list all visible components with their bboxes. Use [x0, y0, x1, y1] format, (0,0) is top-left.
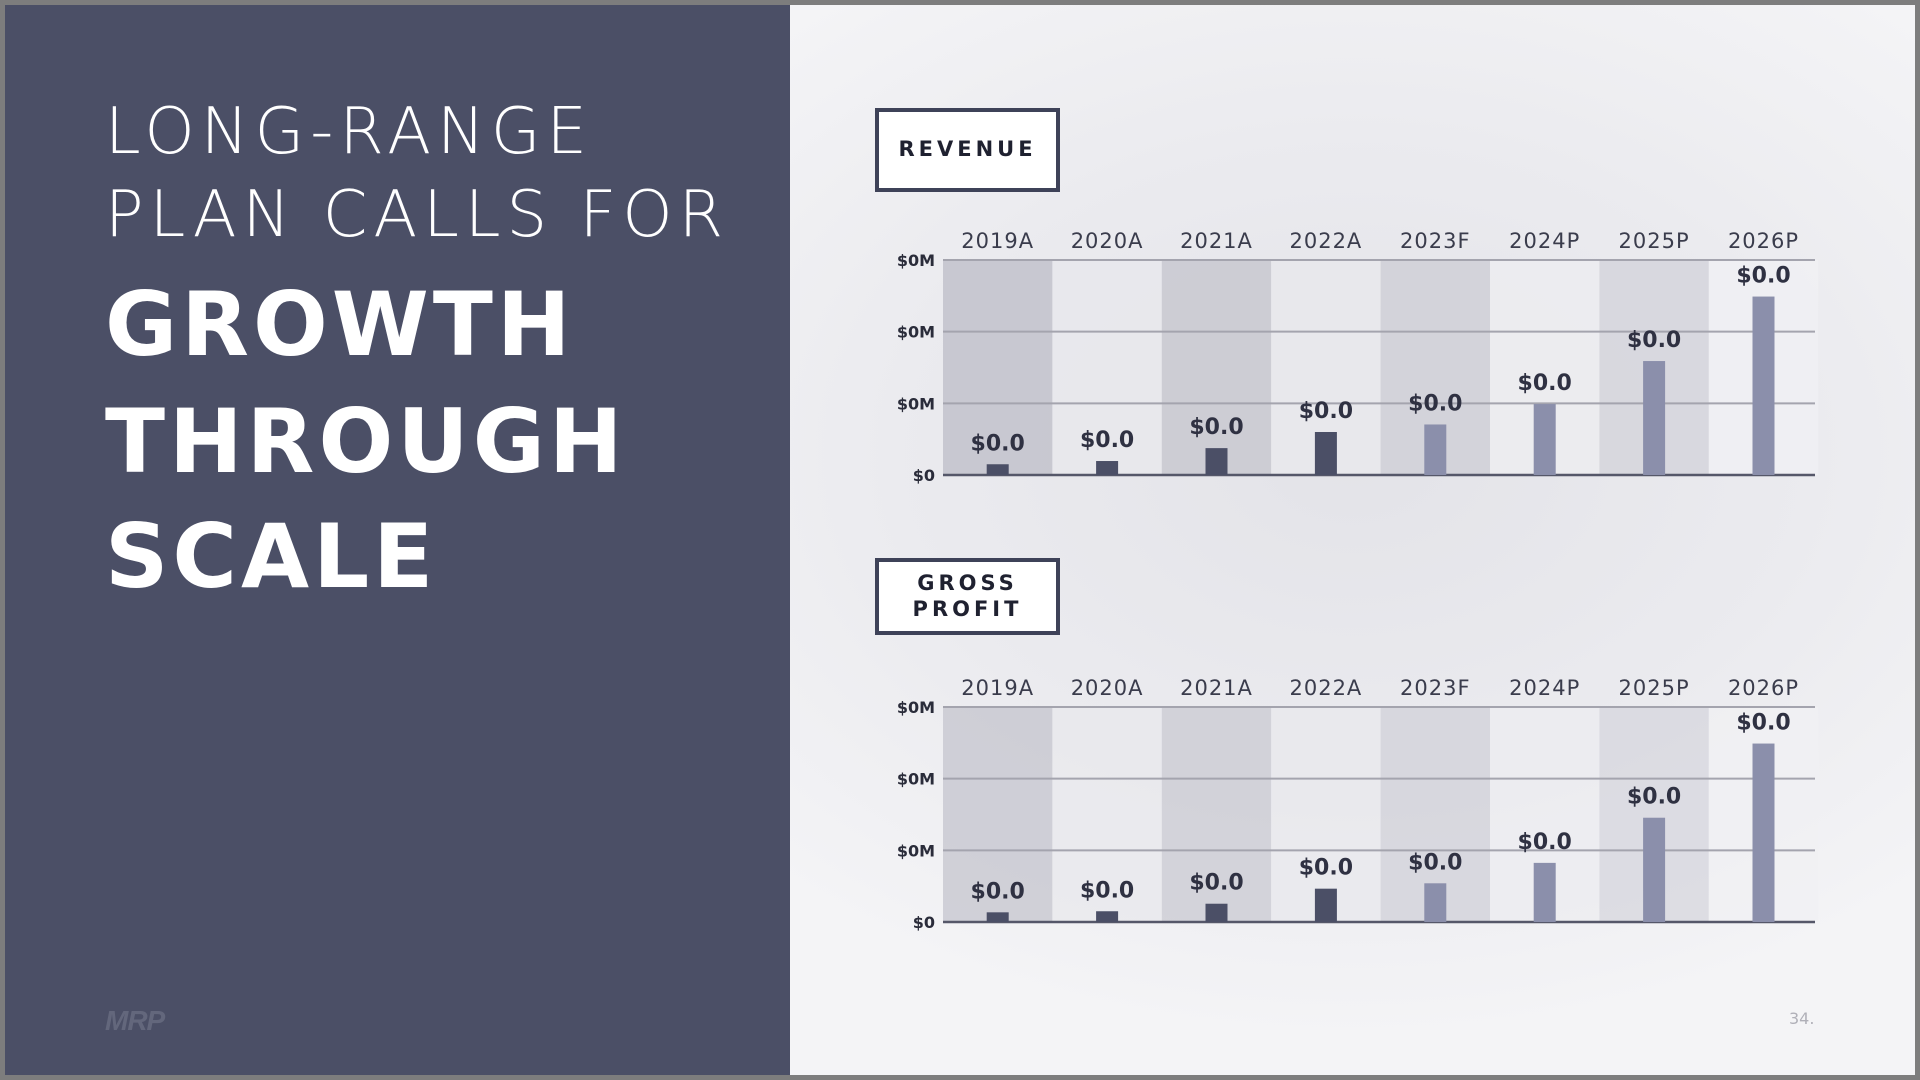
gross-profit-value-label: $0.0 — [1627, 785, 1681, 810]
gross-profit-y-tick-label: $0M — [897, 841, 935, 860]
title-line-3: GROWTH — [105, 273, 575, 376]
gross-profit-bar — [1643, 817, 1666, 922]
revenue-chart-title: REVENUE — [875, 108, 1060, 192]
gross-profit-bar — [1205, 903, 1228, 922]
gross-profit-value-label: $0.0 — [1189, 871, 1243, 896]
revenue-category-label: 2022A — [1289, 229, 1362, 253]
title-line-4: THROUGH — [105, 390, 627, 493]
gross-profit-bar — [986, 912, 1009, 922]
revenue-bar — [1643, 361, 1666, 475]
revenue-bar — [986, 464, 1009, 475]
revenue-y-tick-label: $0M — [897, 323, 935, 342]
revenue-category-label: 2023F — [1400, 229, 1471, 253]
revenue-y-tick-label: $0M — [897, 394, 935, 413]
gross-profit-category-label: 2025P — [1619, 676, 1690, 700]
revenue-bar — [1314, 432, 1337, 475]
revenue-category-label: 2020A — [1071, 229, 1144, 253]
gross-profit-bar — [1314, 888, 1337, 922]
revenue-column-band — [1052, 260, 1162, 475]
revenue-column-band — [1161, 260, 1272, 475]
gross-profit-category-label: 2024P — [1509, 676, 1580, 700]
revenue-value-label: $0.0 — [1408, 391, 1462, 416]
revenue-value-label: $0.0 — [1627, 328, 1681, 353]
revenue-category-label: 2019A — [961, 229, 1034, 253]
gross-profit-y-tick-label: $0 — [913, 913, 935, 932]
gross-profit-value-label: $0.0 — [1736, 711, 1790, 736]
page-number: 34. — [1789, 1009, 1815, 1028]
revenue-bar — [1424, 424, 1447, 475]
revenue-value-label: $0.0 — [1736, 264, 1790, 289]
revenue-y-tick-label: $0 — [913, 466, 935, 485]
revenue-category-label: 2021A — [1180, 229, 1253, 253]
revenue-category-label: 2024P — [1509, 229, 1580, 253]
gross-profit-category-label: 2019A — [961, 676, 1034, 700]
revenue-y-tick-label: $0M — [897, 251, 935, 270]
revenue-bar — [1096, 461, 1119, 475]
revenue-category-label: 2025P — [1619, 229, 1690, 253]
gross-profit-column-band — [943, 707, 1053, 922]
gross-profit-y-tick-label: $0M — [897, 698, 935, 717]
title-line-1: LONG-RANGE — [105, 95, 593, 169]
gross-profit-value-label: $0.0 — [1408, 850, 1462, 875]
gross-profit-column-band — [1161, 707, 1272, 922]
revenue-value-label: $0.0 — [1299, 399, 1353, 424]
gross-profit-value-label: $0.0 — [1080, 878, 1134, 903]
gross-profit-category-label: 2022A — [1289, 676, 1362, 700]
gross-profit-value-label: $0.0 — [1299, 856, 1353, 881]
revenue-value-label: $0.0 — [1189, 415, 1243, 440]
revenue-bar — [1533, 404, 1556, 475]
company-logo: MRP — [105, 1005, 165, 1036]
revenue-value-label: $0.0 — [1518, 371, 1572, 396]
revenue-column-band — [943, 260, 1053, 475]
revenue-value-label: $0.0 — [971, 431, 1025, 456]
revenue-category-label: 2026P — [1728, 229, 1799, 253]
gross-profit-y-tick-label: $0M — [897, 770, 935, 789]
gross-profit-bar — [1533, 862, 1556, 922]
revenue-bar — [1752, 296, 1775, 475]
gross-profit-bar — [1424, 883, 1447, 922]
gross-profit-column-band — [1271, 707, 1381, 922]
gross-profit-category-label: 2023F — [1400, 676, 1471, 700]
revenue-value-label: $0.0 — [1080, 428, 1134, 453]
gross-profit-category-label: 2020A — [1071, 676, 1144, 700]
gross-profit-value-label: $0.0 — [971, 879, 1025, 904]
revenue-bar — [1205, 448, 1228, 475]
gross-profit-category-label: 2021A — [1180, 676, 1253, 700]
gross-profit-column-band — [1052, 707, 1162, 922]
title-line-5: SCALE — [105, 505, 438, 608]
gross-profit-category-label: 2026P — [1728, 676, 1799, 700]
gross-profit-chart-title: GROSS PROFIT — [875, 558, 1060, 635]
title-line-2: PLAN CALLS FOR — [105, 178, 730, 252]
gross-profit-bar — [1752, 743, 1775, 922]
gross-profit-value-label: $0.0 — [1518, 830, 1572, 855]
title-panel: LONG-RANGE PLAN CALLS FOR GROWTH THROUGH… — [5, 5, 790, 1075]
gross-profit-bar — [1096, 911, 1119, 922]
